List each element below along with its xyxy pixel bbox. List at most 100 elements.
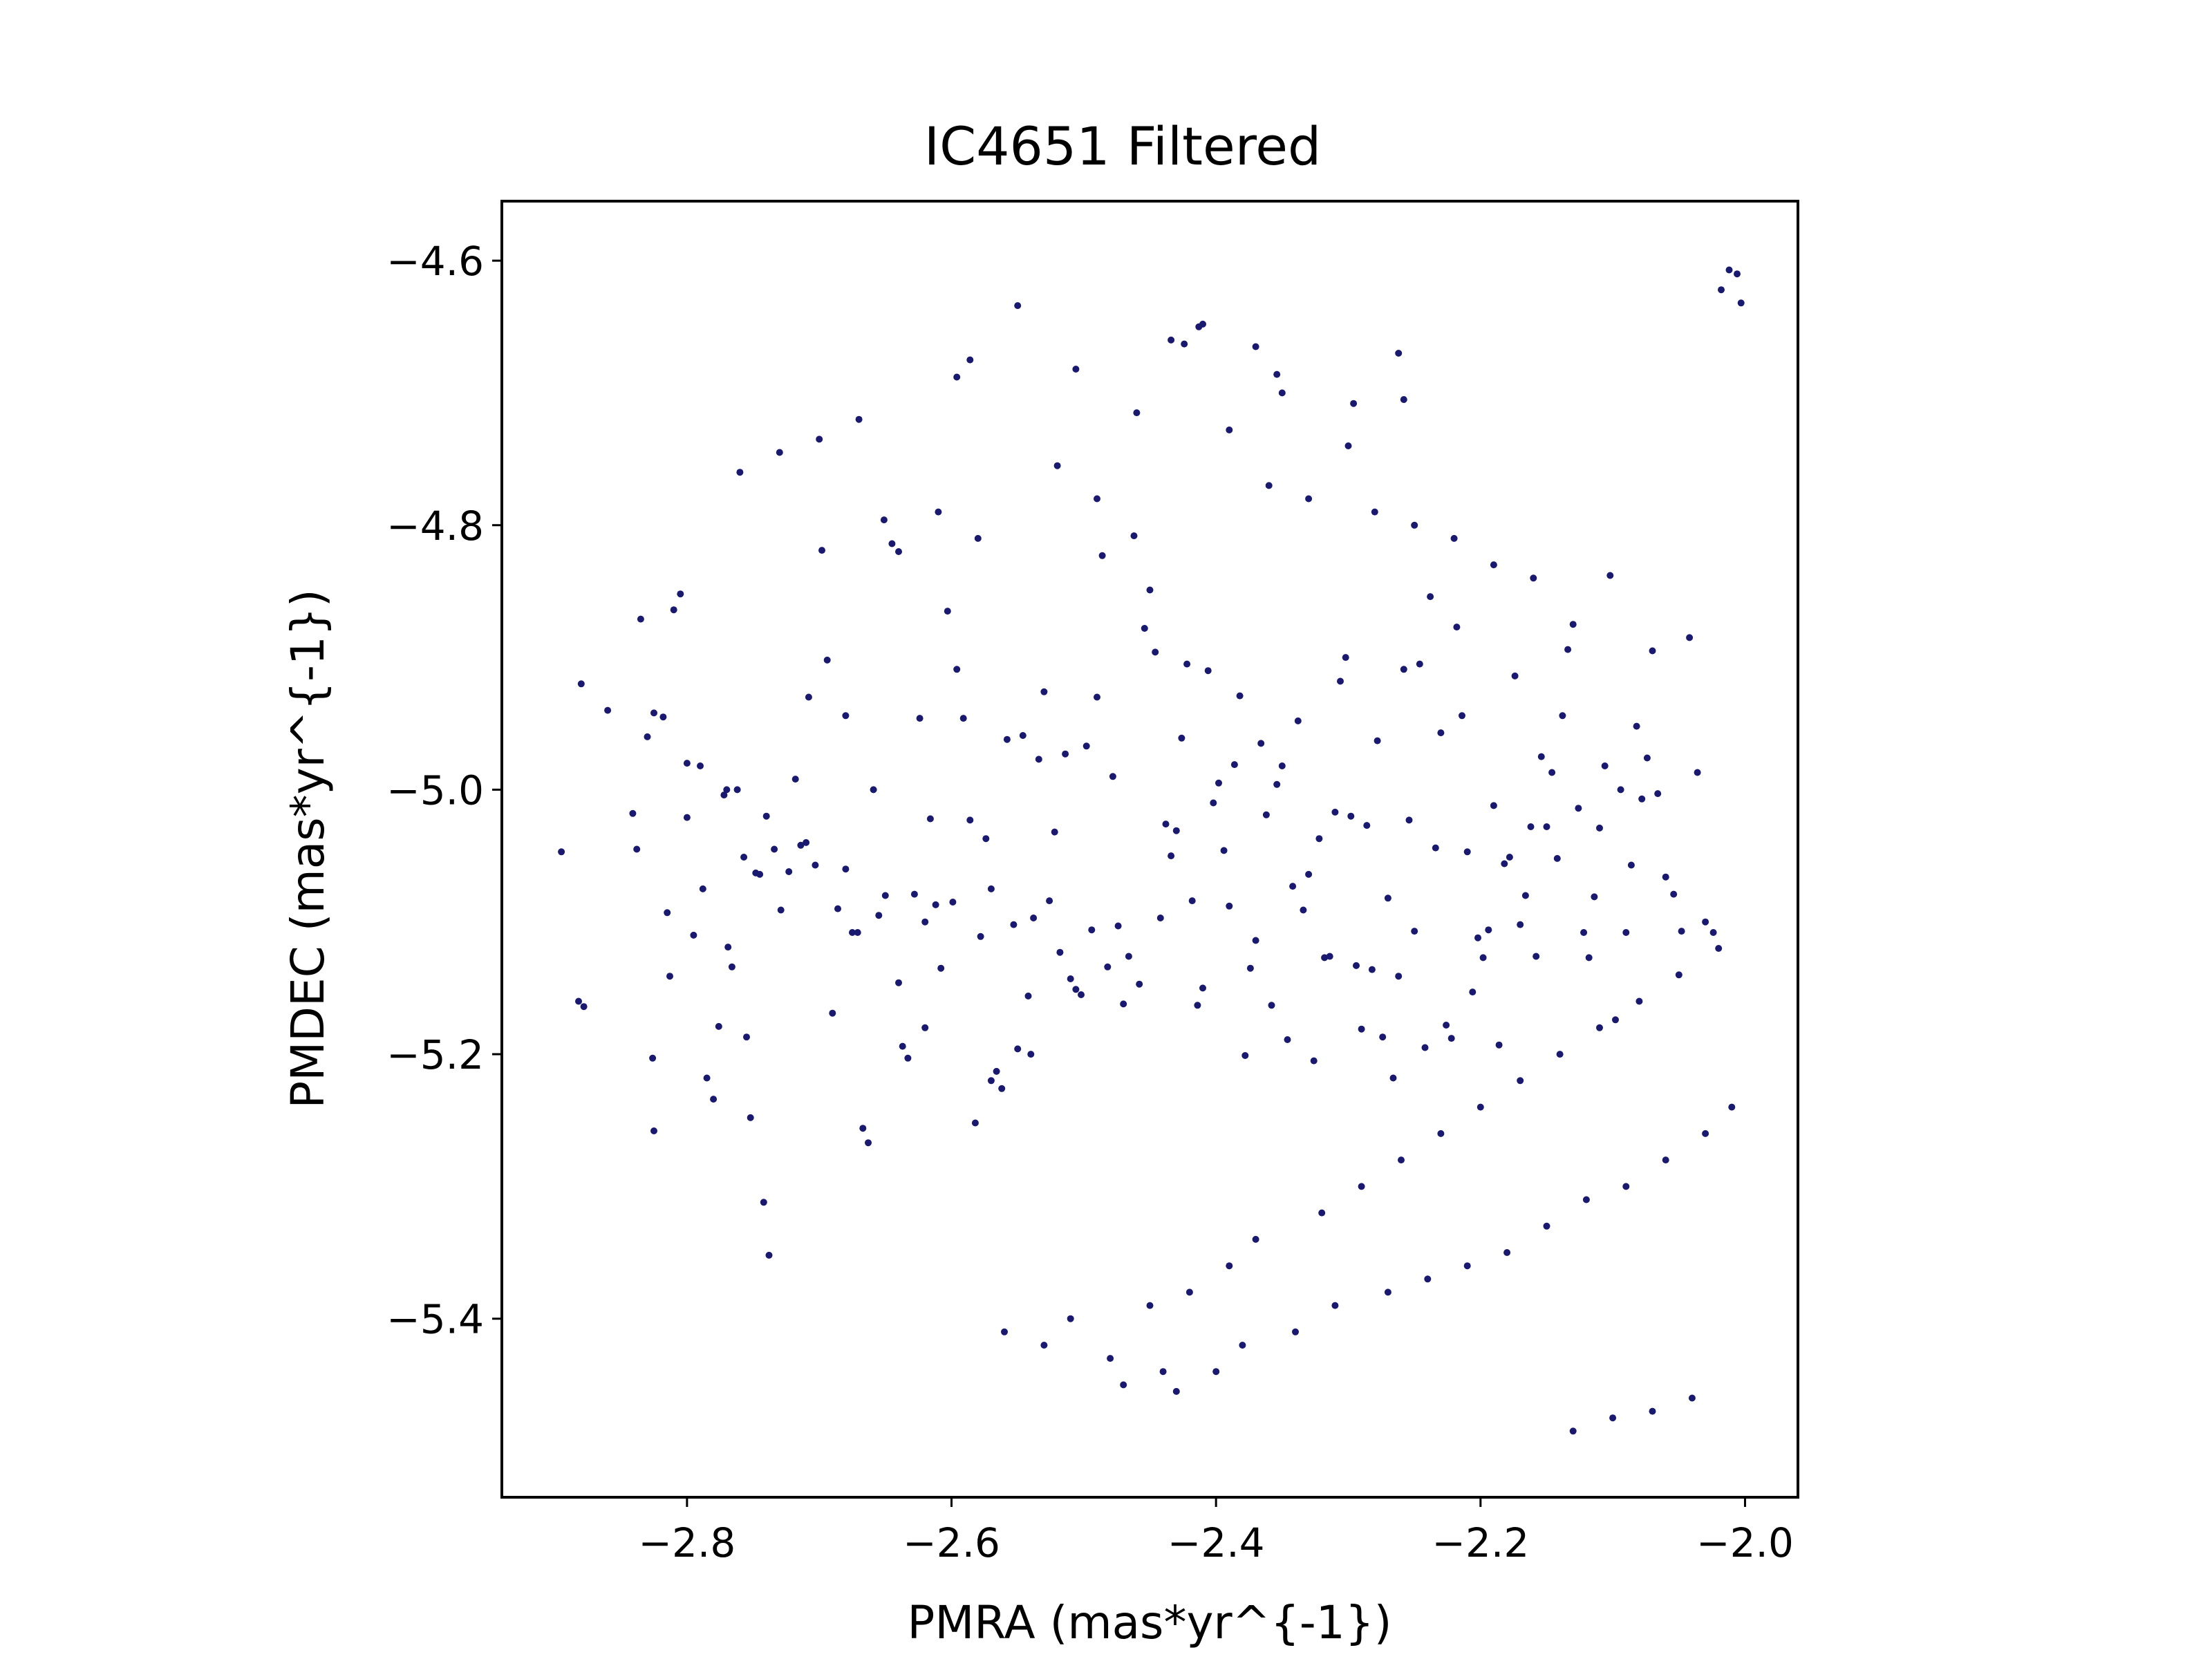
data-point: [1300, 906, 1307, 914]
data-point: [776, 449, 783, 456]
data-point: [1437, 1130, 1445, 1137]
data-point: [740, 854, 748, 861]
data-point: [765, 1251, 773, 1259]
data-point: [1463, 1262, 1471, 1270]
data-point: [1582, 1196, 1590, 1203]
data-point: [1469, 988, 1477, 996]
data-point: [1548, 769, 1556, 776]
data-point: [1358, 1025, 1365, 1033]
y-tick-label: −5.4: [386, 1296, 484, 1343]
data-point: [724, 944, 732, 951]
data-point: [935, 508, 942, 516]
data-point: [953, 666, 961, 673]
data-point: [1400, 396, 1407, 403]
data-point: [1649, 1407, 1656, 1415]
data-point: [880, 516, 888, 524]
data-point: [1252, 343, 1259, 350]
data-point: [1411, 928, 1418, 935]
y-tick-label: −4.6: [386, 238, 484, 285]
data-point: [1543, 823, 1550, 830]
data-point: [1453, 624, 1461, 631]
data-point: [859, 1125, 867, 1132]
data-point: [1072, 366, 1080, 373]
data-point: [812, 861, 819, 869]
data-point: [805, 693, 812, 701]
x-tick-label: −2.2: [1432, 1519, 1529, 1566]
data-point: [699, 885, 706, 892]
data-point: [1104, 963, 1112, 971]
data-point: [1094, 693, 1100, 701]
y-tick-label: −4.8: [386, 503, 484, 550]
data-point: [1688, 1394, 1696, 1402]
data-point: [1030, 915, 1038, 921]
y-tick-label: −5.0: [386, 767, 484, 814]
data-point: [1226, 902, 1233, 910]
data-point: [710, 1096, 718, 1103]
data-point: [916, 715, 924, 722]
data-point: [1278, 389, 1286, 397]
data-point: [1654, 790, 1662, 798]
data-point: [1194, 1002, 1201, 1009]
data-point: [1067, 975, 1074, 982]
data-point: [1490, 561, 1497, 569]
data-point: [895, 548, 902, 555]
data-point: [637, 615, 644, 623]
data-point: [733, 786, 741, 794]
data-point: [1236, 692, 1244, 700]
data-point: [1596, 1024, 1603, 1031]
data-point: [1136, 980, 1143, 988]
data-point: [1178, 734, 1185, 742]
data-point: [1172, 1387, 1180, 1395]
data-point: [1670, 890, 1678, 898]
data-point: [1662, 1156, 1669, 1164]
data-point: [1246, 964, 1254, 972]
data-point: [1474, 934, 1481, 941]
data-point: [670, 606, 677, 614]
data-point: [1395, 350, 1403, 357]
data-point: [683, 760, 691, 767]
data-point: [1342, 654, 1349, 662]
data-point: [1686, 634, 1694, 641]
data-point: [1411, 521, 1418, 529]
data-point: [1609, 1414, 1617, 1422]
data-point: [1010, 921, 1018, 928]
data-point: [1241, 1052, 1249, 1059]
data-point: [1268, 1002, 1275, 1009]
data-point: [762, 812, 770, 820]
data-point: [1344, 442, 1352, 449]
data-point: [854, 929, 861, 936]
data-point: [1265, 482, 1273, 489]
data-point: [777, 906, 785, 914]
chart-title: IC4651 Filtered: [924, 115, 1322, 177]
data-point: [1146, 586, 1154, 594]
data-point: [1199, 984, 1206, 992]
data-point: [1675, 971, 1683, 979]
data-point: [1257, 740, 1265, 747]
data-point: [1289, 883, 1297, 890]
data-point: [1094, 495, 1100, 503]
data-point: [1098, 552, 1106, 559]
data-point: [703, 1074, 711, 1082]
data-point: [1459, 712, 1465, 720]
data-point: [937, 964, 945, 972]
data-point: [803, 838, 810, 846]
data-point: [1294, 717, 1302, 724]
data-point: [771, 845, 778, 853]
data-point: [1490, 802, 1497, 809]
data-point: [1649, 647, 1656, 655]
data-point: [1612, 1016, 1619, 1024]
data-point: [1141, 625, 1148, 632]
data-point: [1477, 1103, 1484, 1111]
data-point: [1278, 762, 1286, 769]
data-point: [1517, 1077, 1524, 1085]
data-point: [982, 835, 990, 843]
data-point: [644, 733, 651, 740]
data-point: [743, 1033, 750, 1041]
data-point: [1315, 835, 1323, 843]
x-tick-label: −2.4: [1168, 1519, 1265, 1566]
data-point: [1162, 821, 1170, 828]
data-point: [899, 1042, 906, 1050]
data-point: [1318, 1209, 1326, 1217]
